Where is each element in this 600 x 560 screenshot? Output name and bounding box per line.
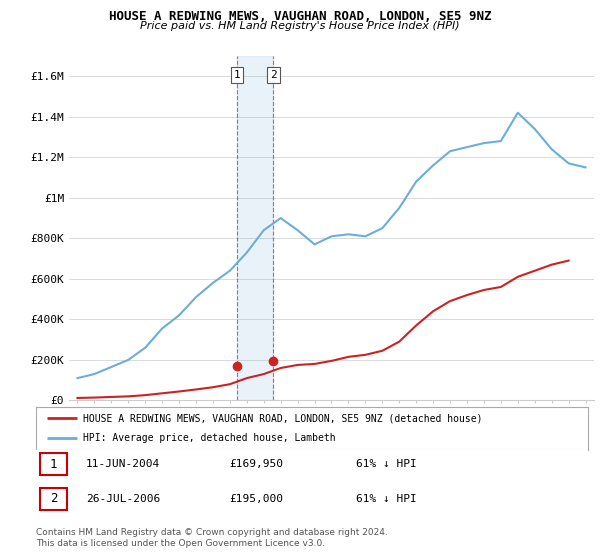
Bar xyxy=(238,56,274,400)
Text: 1: 1 xyxy=(234,70,241,80)
Text: 11-JUN-2004: 11-JUN-2004 xyxy=(86,459,160,469)
Text: HPI: Average price, detached house, Lambeth: HPI: Average price, detached house, Lamb… xyxy=(83,433,335,443)
Text: 2: 2 xyxy=(270,70,277,80)
Text: HOUSE A REDWING MEWS, VAUGHAN ROAD, LONDON, SE5 9NZ (detached house): HOUSE A REDWING MEWS, VAUGHAN ROAD, LOND… xyxy=(83,413,482,423)
FancyBboxPatch shape xyxy=(40,454,67,475)
Text: 2: 2 xyxy=(50,492,58,506)
FancyBboxPatch shape xyxy=(40,488,67,510)
Text: £195,000: £195,000 xyxy=(229,494,283,504)
Text: £169,950: £169,950 xyxy=(229,459,283,469)
Text: HOUSE A REDWING MEWS, VAUGHAN ROAD, LONDON, SE5 9NZ: HOUSE A REDWING MEWS, VAUGHAN ROAD, LOND… xyxy=(109,10,491,23)
Text: Price paid vs. HM Land Registry's House Price Index (HPI): Price paid vs. HM Land Registry's House … xyxy=(140,21,460,31)
Text: 26-JUL-2006: 26-JUL-2006 xyxy=(86,494,160,504)
Text: 1: 1 xyxy=(50,458,58,471)
Text: 61% ↓ HPI: 61% ↓ HPI xyxy=(356,494,417,504)
Text: 61% ↓ HPI: 61% ↓ HPI xyxy=(356,459,417,469)
Text: Contains HM Land Registry data © Crown copyright and database right 2024.
This d: Contains HM Land Registry data © Crown c… xyxy=(36,528,388,548)
